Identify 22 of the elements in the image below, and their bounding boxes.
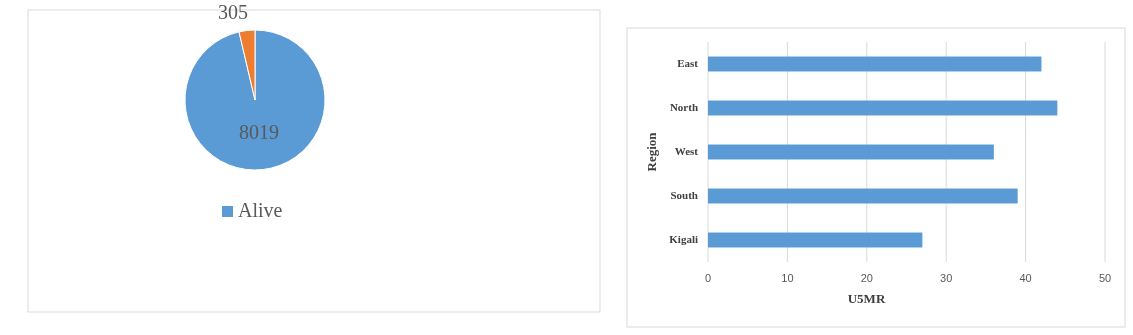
bar (708, 144, 994, 160)
bar (708, 56, 1042, 72)
legend-label: Alive (238, 198, 283, 221)
bar (708, 100, 1058, 116)
pie-slice (184, 29, 326, 171)
y-tick-label: North (669, 100, 698, 113)
y-tick-label: Kigali (669, 232, 698, 245)
x-axis-title: U5MR (847, 291, 886, 306)
y-tick-label: East (677, 56, 699, 69)
x-tick-label: 40 (1019, 272, 1032, 284)
y-tick-label: West (674, 144, 699, 157)
x-tick-label: 30 (940, 272, 953, 284)
x-tick-label: 50 (1098, 272, 1112, 284)
data-label: 305 (218, 1, 249, 24)
y-tick-label: South (670, 188, 698, 201)
bar (708, 232, 923, 248)
y-axis-title: Region (644, 131, 659, 172)
bar (708, 188, 1018, 204)
data-label: 8019 (239, 121, 280, 144)
x-tick-label: 20 (860, 272, 873, 284)
x-tick-label: 10 (781, 272, 794, 284)
x-tick-label: 0 (704, 272, 712, 284)
